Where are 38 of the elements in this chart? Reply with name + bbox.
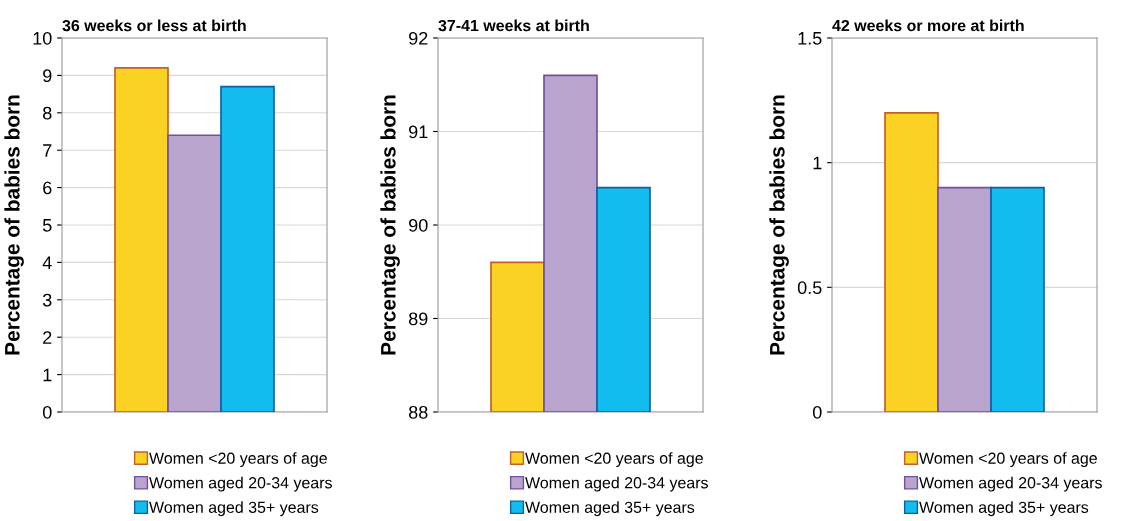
y-axis-title: Percentage of babies born xyxy=(769,95,789,355)
legend-label: Women aged 20-34 years xyxy=(919,476,1102,492)
y-tick-label: 2 xyxy=(43,331,52,344)
y-tick-label: 0.5 xyxy=(797,281,822,295)
legend-label: Women aged 35+ years xyxy=(525,501,695,517)
y-tick-label: 5 xyxy=(42,219,52,232)
y-tick-label: 10 xyxy=(33,31,52,45)
y-axis-title: Percentage of babies born xyxy=(380,95,400,355)
legend-label: Women <20 years of age xyxy=(149,452,327,468)
y-tick-label: 8 xyxy=(43,106,52,120)
legend-label: Women <20 years of age xyxy=(919,452,1097,468)
y-tick-label: 0 xyxy=(812,405,822,419)
legend-label: Women aged 35+ years xyxy=(149,501,319,517)
legend-label: Women aged 35+ years xyxy=(919,501,1089,517)
y-tick-label: 88 xyxy=(408,405,428,419)
bar xyxy=(220,85,275,412)
y-tick-label: 92 xyxy=(409,31,428,45)
y-axis-title: Percentage of babies born xyxy=(4,95,24,355)
y-tick-label: 1 xyxy=(43,368,52,382)
y-tick-label: 3 xyxy=(42,293,52,307)
y-tick-label: 1.5 xyxy=(798,32,822,45)
y-tick-label: 6 xyxy=(43,181,52,195)
y-tick-label: 4 xyxy=(42,256,52,269)
legend-label: Women <20 years of age xyxy=(525,452,703,468)
chart-title: 36 weeks or less at birth xyxy=(62,19,246,32)
y-tick-label: 91 xyxy=(409,125,428,139)
y-tick-label: 89 xyxy=(408,312,428,326)
y-tick-label: 9 xyxy=(43,69,52,83)
chart-title: 42 weeks or more at birth xyxy=(832,19,1024,32)
y-tick-label: 90 xyxy=(409,218,428,232)
bar xyxy=(114,67,169,412)
chart-title: 37-41 weeks at birth xyxy=(438,19,589,32)
y-tick-label: 0 xyxy=(42,405,52,419)
legend-label: Women aged 20-34 years xyxy=(149,476,332,492)
y-tick-label: 1 xyxy=(813,156,822,170)
legend-label: Women aged 20-34 years xyxy=(525,476,708,492)
bar xyxy=(167,134,222,412)
y-tick-label: 7 xyxy=(43,144,52,157)
